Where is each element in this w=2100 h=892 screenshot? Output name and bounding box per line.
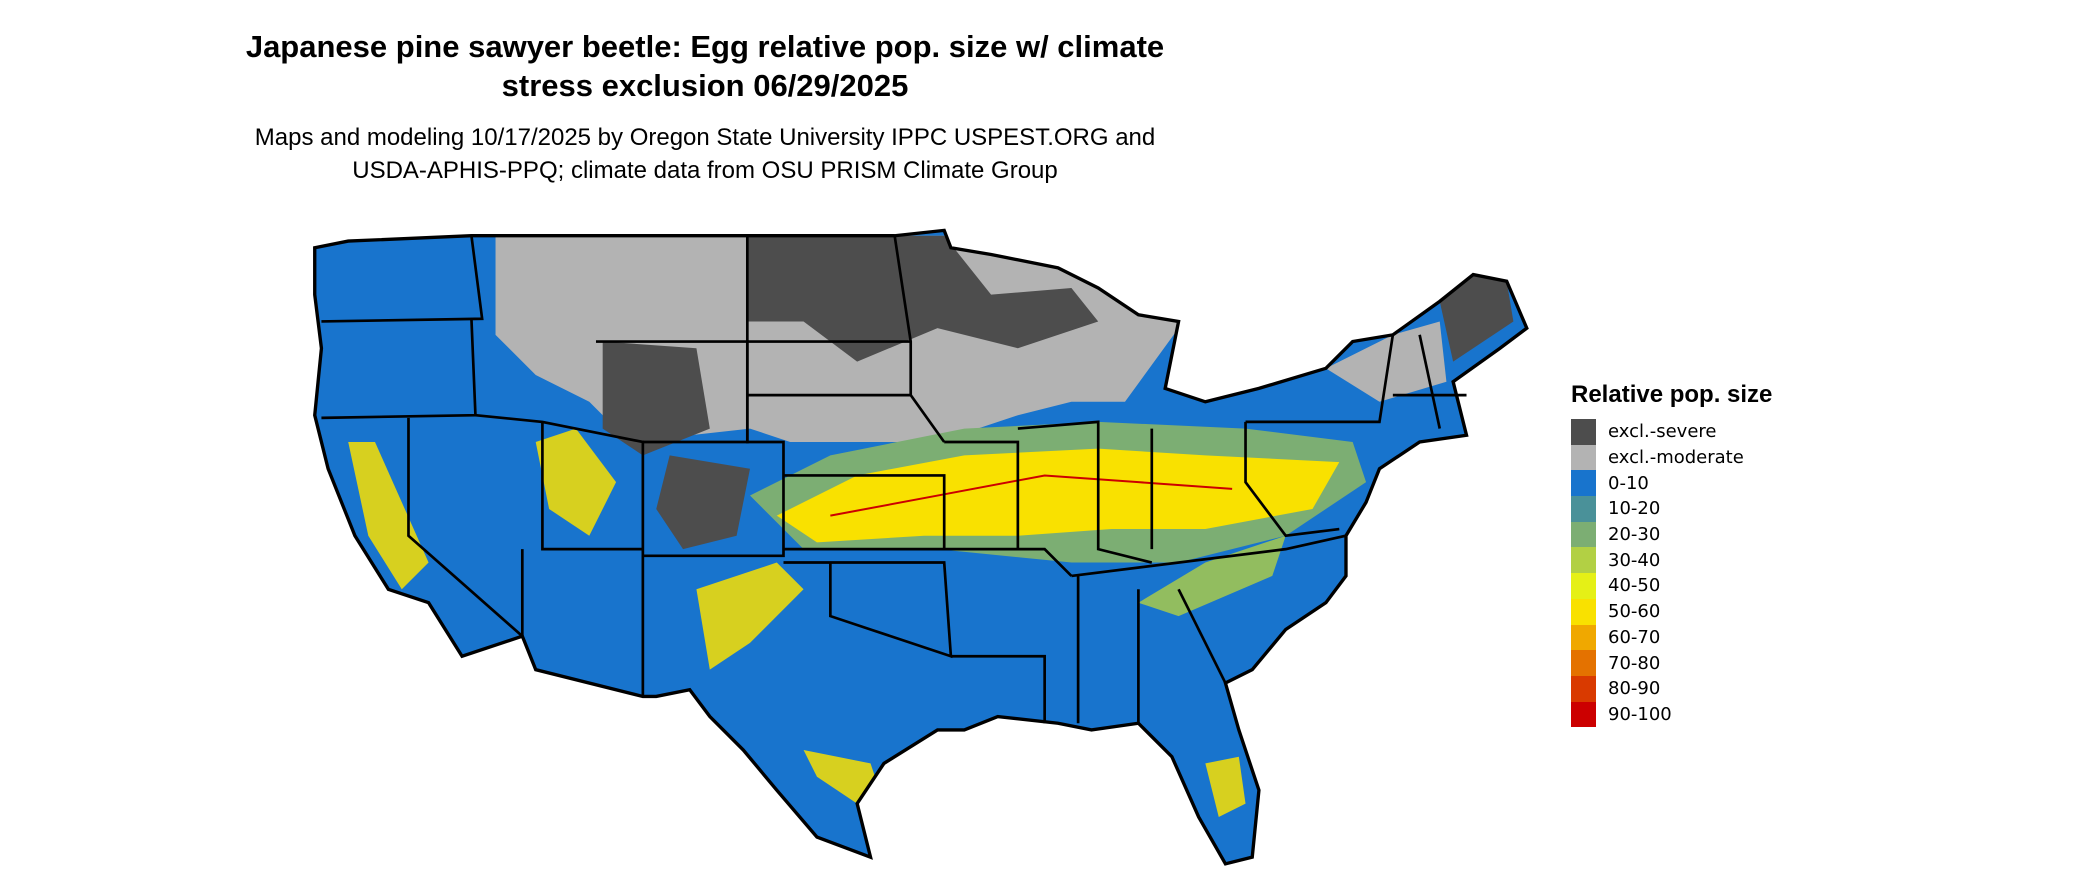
region-excl-severe (656, 455, 750, 550)
legend-swatch (1571, 598, 1596, 625)
legend: Relative pop. size excl.-severe excl.-mod… (1571, 381, 1773, 728)
region-90-100 (830, 474, 1233, 517)
legend-swatch (1571, 675, 1596, 702)
legend-label: 60-70 (1608, 626, 1661, 648)
region-50-60 (803, 750, 884, 804)
legend-item: 20-30 (1571, 521, 1772, 548)
legend-item: 50-60 (1571, 598, 1772, 625)
legend-item: 40-50 (1571, 573, 1772, 599)
legend-label: 0-10 (1608, 472, 1649, 494)
legend-item: 30-40 (1571, 547, 1772, 574)
subtitle-line-1: Maps and modeling 10/17/2025 by Oregon S… (254, 124, 1156, 151)
legend-label: 30-40 (1608, 549, 1661, 571)
legend-item: 70-80 (1571, 650, 1772, 676)
legend-item: 10-20 (1571, 496, 1772, 522)
legend-swatch (1571, 573, 1596, 599)
legend-item: 0-10 (1571, 470, 1772, 497)
title-line-1: Japanese pine sawyer beetle: Egg relativ… (245, 29, 1165, 64)
legend-swatch (1571, 521, 1596, 548)
legend-swatch (1571, 624, 1596, 651)
region-50-60 (535, 428, 617, 536)
legend-swatch (1571, 444, 1596, 471)
region-50-60 (1205, 756, 1246, 817)
region-excl-severe (1439, 274, 1514, 362)
legend-label: 70-80 (1608, 652, 1661, 674)
legend-title: Relative pop. size (1571, 381, 1773, 408)
legend-item: excl.-moderate (1571, 444, 1772, 471)
legend-label: 40-50 (1608, 575, 1661, 597)
legend-swatch (1571, 650, 1596, 676)
title-line-2: stress exclusion 06/29/2025 (501, 68, 909, 103)
legend-swatch (1571, 547, 1596, 574)
legend-item: 80-90 (1571, 675, 1772, 702)
region-excl-moderate (1325, 321, 1447, 402)
legend-swatch (1571, 419, 1596, 445)
region-50-60 (696, 562, 804, 670)
legend-label: 10-20 (1608, 498, 1661, 520)
legend-swatch (1571, 470, 1596, 497)
map-subtitle: Maps and modeling 10/17/2025 by Oregon S… (0, 121, 1410, 187)
subtitle-line-2: USDA-APHIS-PPQ; climate data from OSU PR… (352, 157, 1058, 184)
legend-item: excl.-severe (1571, 419, 1772, 445)
legend-label: 80-90 (1608, 678, 1661, 700)
legend-label: 50-60 (1608, 601, 1661, 623)
legend-label: 20-30 (1608, 524, 1661, 546)
region-excl-severe (602, 341, 710, 456)
map-title: Japanese pine sawyer beetle: Egg relativ… (0, 27, 1410, 105)
region-50-60 (348, 441, 429, 590)
region-30-40 (1138, 535, 1286, 617)
legend-label: excl.-moderate (1608, 447, 1744, 469)
state-borders (321, 235, 1467, 724)
legend-item: 90-100 (1571, 701, 1772, 728)
legend-item: 60-70 (1571, 624, 1772, 651)
region-excl-severe (747, 235, 1099, 362)
legend-swatch (1571, 701, 1596, 728)
region-50-60 (776, 448, 1340, 543)
legend-swatch (1571, 496, 1596, 522)
legend-label: excl.-severe (1608, 421, 1717, 443)
legend-label: 90-100 (1608, 703, 1672, 725)
